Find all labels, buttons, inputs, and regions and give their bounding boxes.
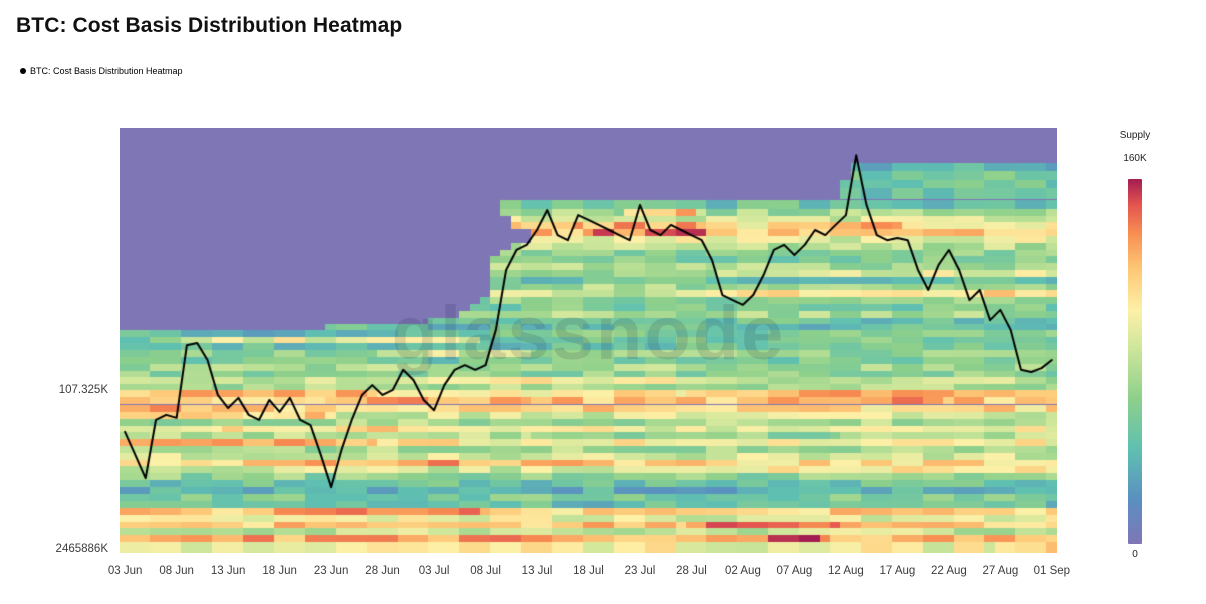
y-axis-tick-label: 107.325K: [58, 383, 108, 396]
x-axis-tick-label: 01 Sep: [1033, 565, 1071, 577]
x-axis-tick-label: 08 Jul: [470, 565, 501, 577]
y-axis: 107.325K 2465886K: [0, 128, 114, 555]
chart-plot-area[interactable]: glassnode: [120, 128, 1057, 553]
chart-title: BTC: Cost Basis Distribution Heatmap: [16, 14, 403, 37]
legend-item[interactable]: BTC: Cost Basis Distribution Heatmap: [20, 66, 183, 76]
x-axis-tick-label: 28 Jun: [365, 565, 400, 577]
x-axis-tick-label: 22 Aug: [930, 565, 967, 577]
x-axis-tick-label: 23 Jun: [313, 565, 349, 577]
y-axis-tick-label: 2465886K: [55, 542, 108, 555]
colorbar: Supply 160K 0: [1111, 130, 1159, 560]
x-axis-tick-label: 28 Jul: [676, 565, 707, 577]
x-axis-tick-label: 08 Jun: [159, 565, 194, 577]
colorbar-gradient: [1128, 179, 1142, 544]
x-axis-tick-label: 03 Jul: [418, 565, 450, 577]
x-axis-tick-label: 13 Jul: [521, 565, 553, 577]
legend-label: BTC: Cost Basis Distribution Heatmap: [30, 66, 183, 76]
legend-marker-icon: [20, 68, 26, 74]
colorbar-title: Supply: [1119, 130, 1151, 141]
x-axis-tick-label: 27 Aug: [982, 565, 1019, 577]
x-axis-tick-label: 02 Aug: [725, 565, 761, 577]
x-axis-tick-label: 18 Jun: [262, 565, 297, 577]
x-axis-tick-label: 13 Jun: [210, 565, 246, 577]
x-axis-tick-label: 07 Aug: [776, 565, 813, 577]
price-line-canvas: [120, 128, 1057, 553]
x-axis: 03 Jun 08 Jun 13 Jun 18 Jun 23 Jun 28 Jun 03 J…: [108, 565, 1070, 585]
x-axis-tick-label: 12 Aug: [827, 565, 864, 577]
x-axis-tick-label: 03 Jun: [107, 565, 143, 577]
x-axis-tick-label: 17 Aug: [879, 565, 916, 577]
legend: BTC: Cost Basis Distribution Heatmap: [20, 66, 183, 76]
colorbar-min-label: 0: [1132, 549, 1138, 560]
x-axis-tick-label: 23 Jul: [624, 565, 656, 577]
x-axis-tick-label: 18 Jul: [573, 565, 604, 577]
colorbar-max-label: 160K: [1123, 153, 1147, 164]
